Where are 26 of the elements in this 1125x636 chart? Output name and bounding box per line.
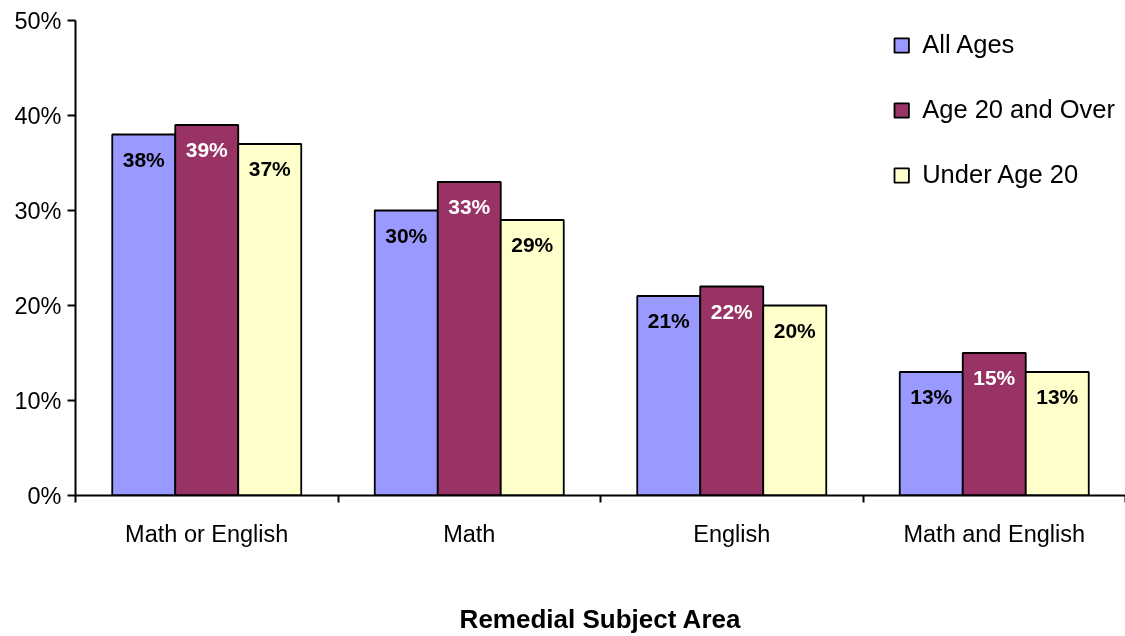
y-tick-label: 20% <box>14 292 62 319</box>
y-tick-label: 30% <box>14 197 62 224</box>
x-tick-label: Math <box>443 520 496 547</box>
data-label: 29% <box>511 233 554 256</box>
legend-label: Under Age 20 <box>922 160 1079 189</box>
data-label: 22% <box>710 299 754 323</box>
data-label: 20% <box>773 318 817 342</box>
y-tick-label: 40% <box>14 102 62 129</box>
data-label: 13% <box>910 385 953 408</box>
data-label: 21% <box>647 309 691 332</box>
data-label: 39% <box>185 138 229 161</box>
x-tick-label: English <box>693 520 771 547</box>
x-axis-title: Remedial Subject Area <box>459 603 741 634</box>
x-tick-label: Math or English <box>125 520 289 547</box>
x-tick-label: Math and English <box>903 520 1086 547</box>
data-label: 37% <box>248 157 292 180</box>
data-label: 33% <box>448 195 491 218</box>
data-label: 13% <box>1036 385 1079 408</box>
data-label: 38% <box>122 147 166 171</box>
y-tick-label: 10% <box>14 387 62 414</box>
y-tick-label: 0% <box>27 482 62 509</box>
y-tick-label: 50% <box>14 7 62 34</box>
legend-label: Age 20 and Over <box>922 95 1115 124</box>
legend-label: All Ages <box>922 30 1015 59</box>
data-label: 15% <box>973 366 1016 389</box>
data-label: 30% <box>385 223 428 247</box>
